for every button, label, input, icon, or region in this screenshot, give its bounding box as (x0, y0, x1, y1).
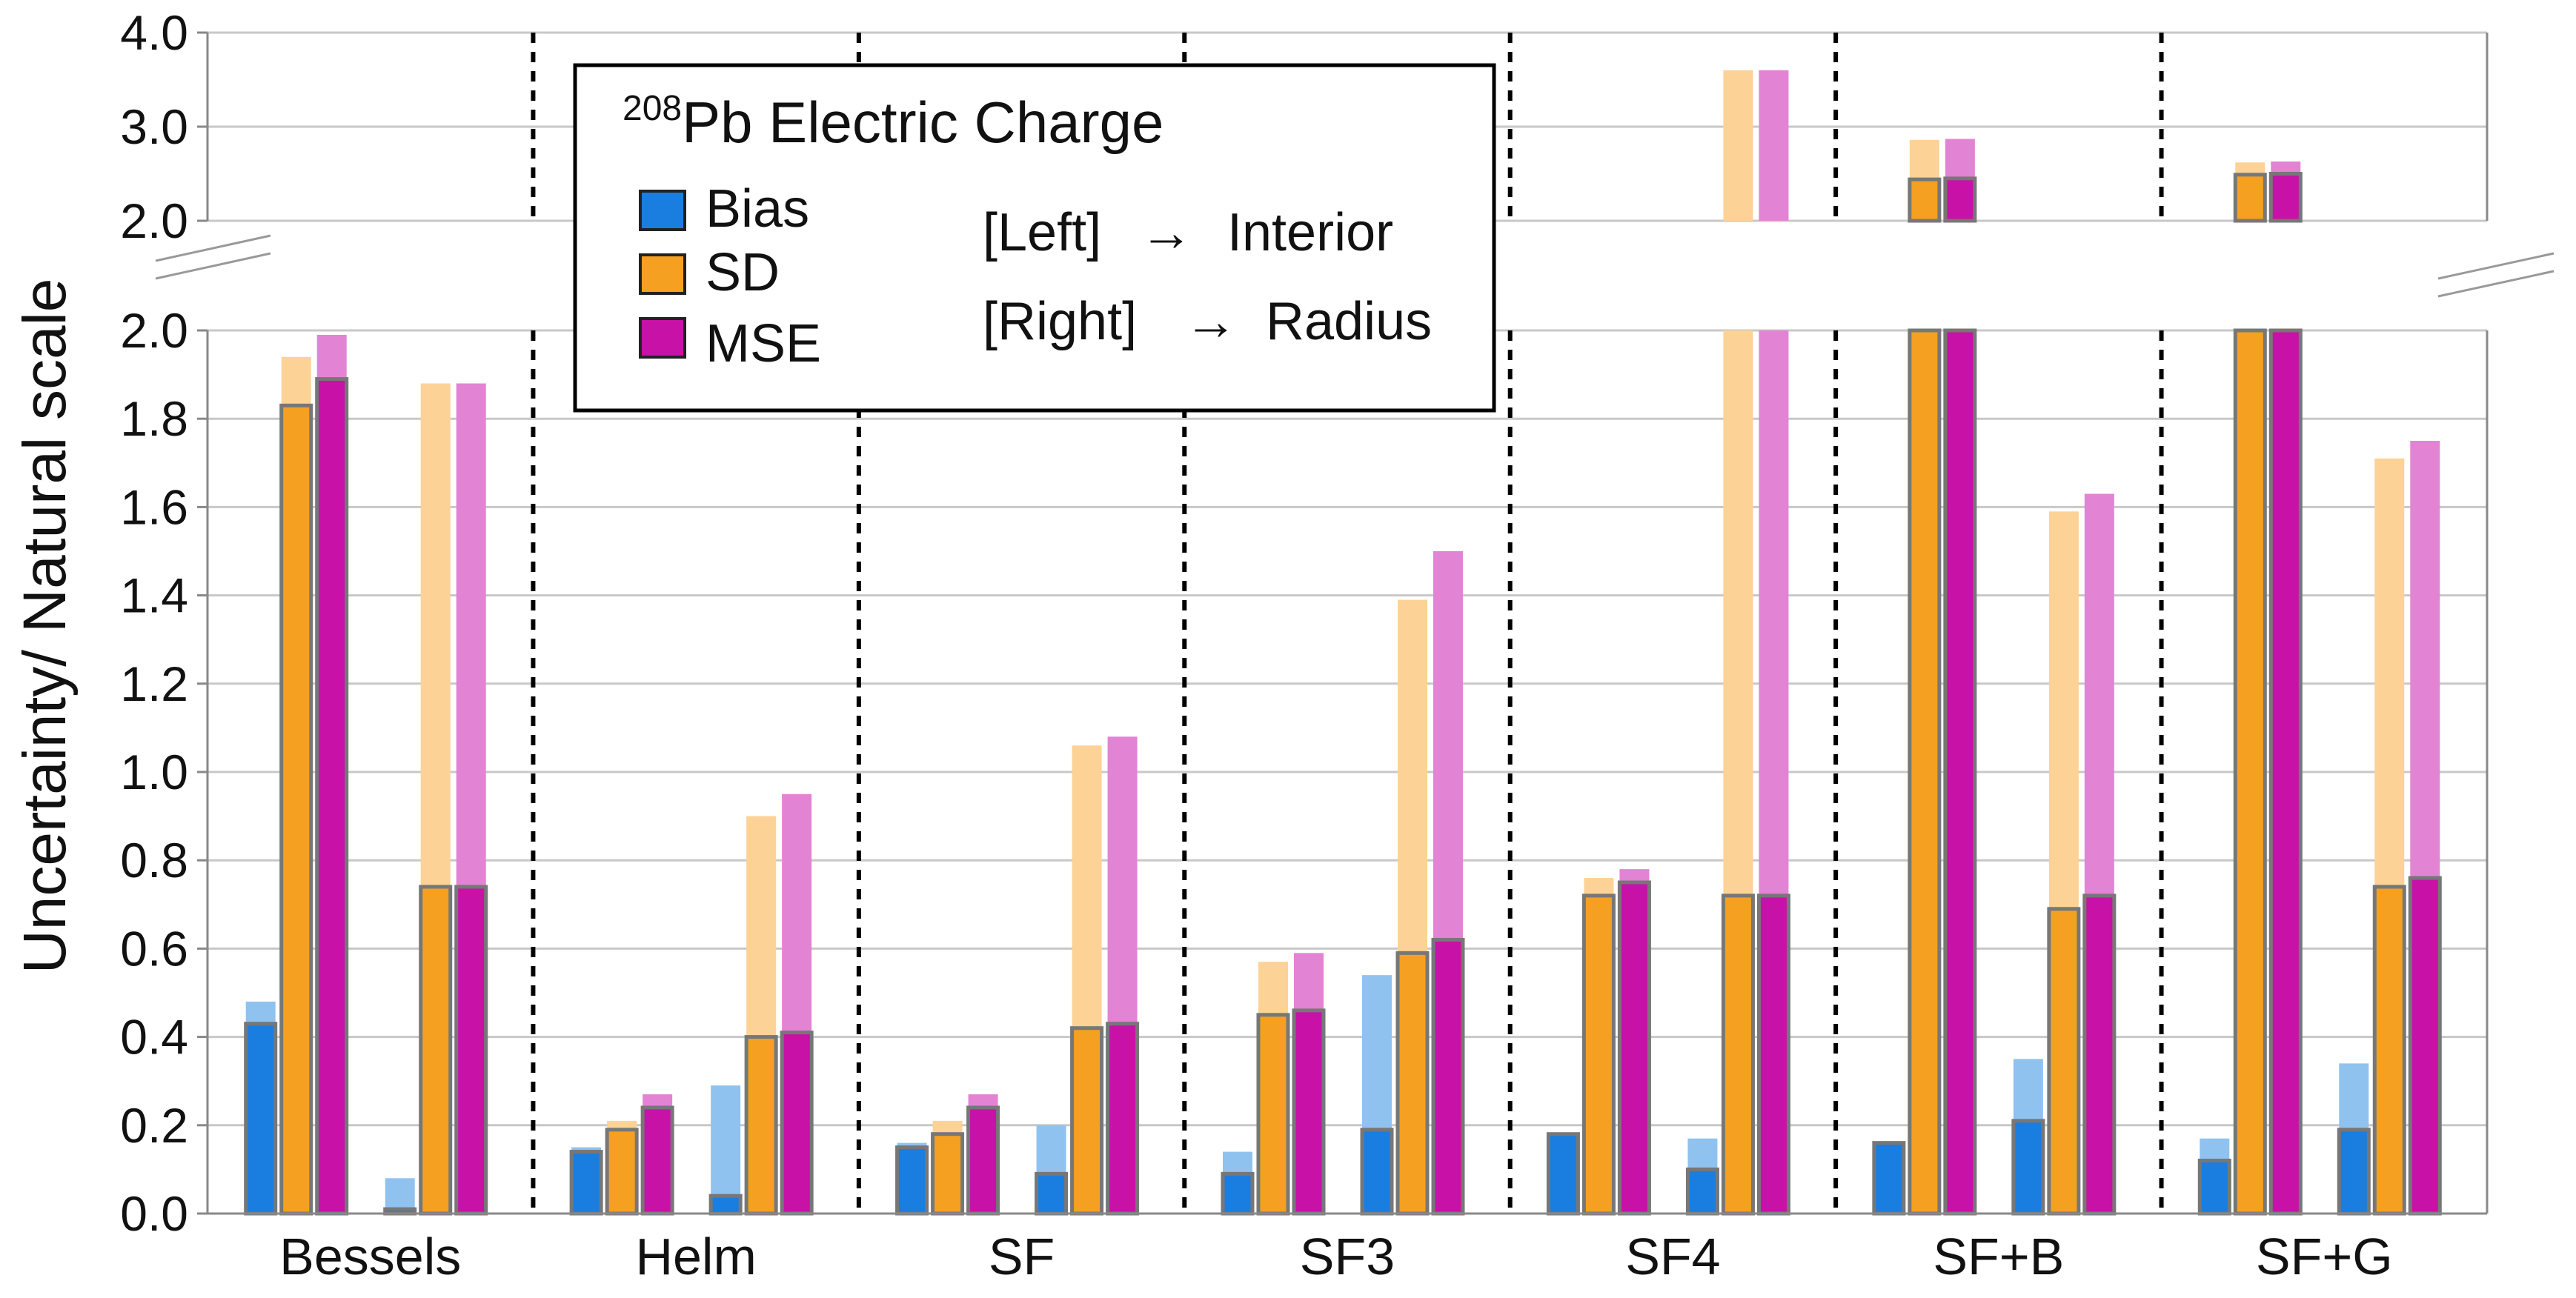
x-label-5: SF+B (1933, 1228, 2064, 1285)
bar-bias-interior-2 (895, 1145, 929, 1216)
bar-mse-interior-2 (966, 1105, 1000, 1216)
legend-note-left-arrow: → (1140, 203, 1193, 262)
x-label-1: Helm (635, 1228, 756, 1285)
legend-box (573, 63, 1496, 413)
legend-note-right-target: Radius (1266, 292, 1432, 351)
y-tick-lower-6: 1.2 (120, 656, 188, 711)
bar-mse-radius-3 (1431, 937, 1465, 1216)
y-tick-lower-10: 2.0 (120, 303, 188, 358)
y-tick-lower-7: 1.4 (120, 568, 188, 623)
bar-bias-radius-1 (708, 1194, 743, 1216)
bar-bias-interior-4 (1546, 1132, 1580, 1216)
bar-sd-radius-overlay-4-upper (1723, 70, 1753, 221)
bar-mse-radius-0 (454, 885, 488, 1216)
bar-bias-interior-0 (244, 1022, 278, 1216)
bar-bias-interior-5 (1872, 1141, 1906, 1216)
legend-title-sup: 208 (623, 89, 682, 128)
bar-mse-interior-5-upper (1943, 176, 1977, 223)
x-label-2: SF (989, 1228, 1055, 1285)
bar-mse-interior-3 (1292, 1008, 1326, 1216)
bar-mse-interior-1 (640, 1105, 674, 1216)
bar-sd-radius-4 (1721, 893, 1755, 1216)
bar-sd-radius-2 (1070, 1026, 1104, 1216)
legend-label-bias: Bias (706, 179, 809, 239)
bar-mse-radius-1 (780, 1031, 814, 1216)
bar-mse-interior-6-upper (2268, 172, 2303, 223)
bar-sd-radius-1 (744, 1035, 778, 1216)
bar-bias-interior-1 (569, 1150, 603, 1216)
bar-sd-interior-6-upper (2233, 173, 2267, 223)
legend-swatch-bias (639, 190, 686, 231)
axes (155, 31, 2555, 1215)
y-tick-lower-4: 0.8 (120, 833, 188, 888)
bar-bias-radius-6 (2337, 1128, 2371, 1216)
y-tick-lower-9: 1.8 (120, 391, 188, 446)
bar-mse-radius-2 (1106, 1022, 1140, 1216)
bars (244, 70, 2442, 1216)
legend-swatch-mse (639, 317, 686, 359)
bar-mse-interior-5-lower (1943, 328, 1977, 1216)
bar-bias-radius-4 (1685, 1167, 1719, 1216)
bar-bias-radius-overlay-1 (711, 1085, 741, 1214)
bar-bias-radius-5 (2011, 1119, 2045, 1216)
bar-mse-interior-4 (1617, 880, 1651, 1216)
legend-title-main: Pb Electric Charge (682, 90, 1163, 155)
bar-sd-interior-1 (605, 1128, 639, 1216)
bar-sd-radius-5 (2047, 907, 2081, 1216)
legend-title: 208Pb Electric Charge (623, 89, 1163, 155)
legend-label-sd: SD (706, 243, 780, 302)
bar-sd-interior-3 (1256, 1013, 1290, 1216)
axis-break-mark-right-1 (2437, 252, 2555, 280)
y-tick-lower-5: 1.0 (120, 745, 188, 799)
legend-note-left: [Left] (983, 203, 1101, 262)
axis-break-mark-left-2 (155, 252, 271, 280)
y-tick-upper-0: 2.0 (120, 193, 188, 248)
bar-sd-interior-6-lower (2233, 328, 2267, 1216)
bar-bias-interior-3 (1221, 1171, 1255, 1216)
y-tick-lower-3: 0.6 (120, 921, 188, 976)
bar-sd-interior-5-lower (1908, 328, 1942, 1216)
y-axis-label: Uncertainty/ Natural scale (11, 279, 79, 974)
bar-bias-interior-6 (2197, 1158, 2231, 1216)
legend-label-mse: MSE (706, 314, 821, 373)
legend-swatch-sd (639, 253, 686, 295)
bar-mse-radius-6 (2408, 876, 2442, 1216)
bar-sd-interior-5-upper (1908, 177, 1942, 223)
bar-sd-radius-0 (419, 885, 453, 1216)
bar-mse-interior-6-lower (2268, 328, 2303, 1216)
x-category-labels: Bessels Helm SF SF3 SF4 SF+B SF+G (279, 1228, 2393, 1285)
bar-sd-radius-3 (1395, 951, 1430, 1216)
bar-bias-radius-3 (1360, 1128, 1394, 1216)
bar-mse-radius-5 (2082, 893, 2117, 1216)
y-tick-lower-2: 0.4 (120, 1010, 188, 1065)
legend-note-right-arrow: → (1184, 292, 1238, 351)
y-tick-lower-0: 0.0 (120, 1186, 188, 1241)
bar-mse-radius-4 (1756, 893, 1790, 1216)
bar-sd-interior-2 (931, 1132, 965, 1216)
x-label-6: SF+G (2256, 1228, 2393, 1285)
legend-note-right: [Right] (983, 292, 1137, 351)
bar-mse-radius-overlay-4-upper (1759, 70, 1789, 221)
bar-sd-radius-6 (2372, 885, 2406, 1216)
y-tick-lower-1: 0.2 (120, 1098, 188, 1153)
bar-sd-interior-0 (279, 403, 313, 1216)
y-tick-upper-2: 4.0 (120, 5, 188, 60)
axis-break-mark-right-2 (2437, 270, 2555, 298)
bar-sd-interior-4 (1581, 893, 1616, 1216)
y-tick-lower-8: 1.6 (120, 479, 188, 534)
legend: 208Pb Electric Charge Bias SD MSE [Left]… (573, 63, 1496, 413)
bar-bias-radius-2 (1035, 1171, 1069, 1216)
bar-mse-interior-0 (315, 377, 349, 1216)
axis-break-mark-left-1 (155, 234, 271, 262)
x-label-3: SF3 (1300, 1228, 1395, 1285)
y-tick-upper-1: 3.0 (120, 99, 188, 154)
x-label-4: SF4 (1625, 1228, 1720, 1285)
x-label-0: Bessels (279, 1228, 461, 1285)
legend-note-left-target: Interior (1227, 203, 1393, 262)
y-tick-labels: 0.0 0.2 0.4 0.6 0.8 1.0 1.2 1.4 1.6 1.8 2.0 2.0 3.0 4… (120, 5, 188, 1241)
